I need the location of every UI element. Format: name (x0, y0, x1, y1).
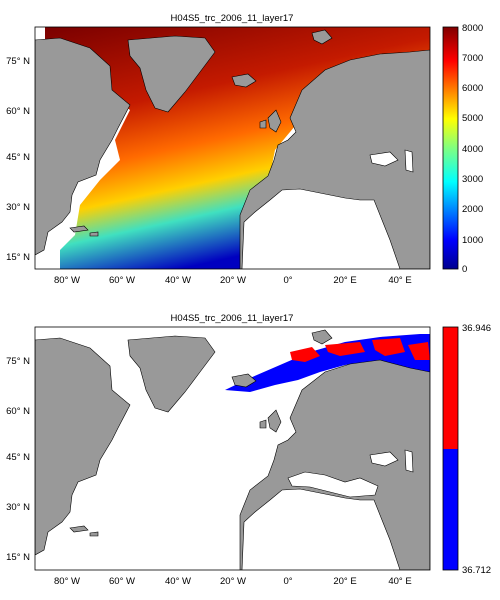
cbar-tick-4000: 4000 (462, 144, 483, 155)
lon-tick-labels: 80° W 60° W 40° W 20° W 0° 20° E 40° E (54, 275, 412, 286)
colorbar-low-class (443, 449, 458, 570)
lon-tick-20w: 20° W (220, 576, 246, 587)
lon-tick-60w: 60° W (109, 275, 135, 286)
class-high-region (290, 338, 430, 362)
lon-tick-40e: 40° E (388, 576, 411, 587)
panel-title: H04S5_trc_2006_11_layer17 (171, 13, 294, 24)
cbar-tick-1000: 1000 (462, 235, 483, 246)
panel-title: H04S5_trc_2006_11_layer17 (171, 313, 294, 324)
lon-tick-80w: 80° W (54, 275, 80, 286)
lat-tick-75n: 75° N (6, 356, 30, 367)
lon-tick-40e: 40° E (388, 275, 411, 286)
map-area (35, 27, 430, 269)
land (35, 329, 430, 570)
lat-tick-60n: 60° N (6, 406, 30, 417)
colorbar-frame (442, 326, 459, 571)
cbar-tick-8000: 8000 (462, 23, 483, 34)
cbar-tick-3000: 3000 (462, 174, 483, 185)
land (35, 29, 430, 269)
lat-tick-15n: 15° N (6, 252, 30, 263)
colorbar-top: 8000 7000 6000 5000 4000 3000 2000 1000 … (442, 23, 483, 275)
lat-tick-30n: 30° N (6, 202, 30, 213)
lon-tick-0: 0° (283, 275, 292, 286)
lat-tick-45n: 45° N (6, 452, 30, 463)
lat-tick-15n: 15° N (6, 552, 30, 563)
cbar-tick-6000: 6000 (462, 83, 483, 94)
map-area (35, 327, 430, 570)
colorbar-gradient (442, 26, 459, 270)
cbar-tick-2000: 2000 (462, 204, 483, 215)
lat-tick-45n: 45° N (6, 152, 30, 163)
lon-tick-40w: 40° W (165, 275, 191, 286)
cbar-tick-high: 36.946 (462, 323, 491, 334)
lon-tick-20w: 20° W (220, 275, 246, 286)
lon-tick-labels: 80° W 60° W 40° W 20° W 0° 20° E 40° E (54, 576, 412, 587)
lat-tick-30n: 30° N (6, 502, 30, 513)
lat-tick-labels: 75° N 60° N 45° N 30° N 15° N (6, 56, 30, 263)
cbar-tick-5000: 5000 (462, 113, 483, 124)
lon-tick-60w: 60° W (109, 576, 135, 587)
map-panel-bottom: H04S5_trc_2006_11_layer17 (6, 313, 491, 587)
lat-tick-75n: 75° N (6, 56, 30, 67)
lon-tick-20e: 20° E (333, 576, 356, 587)
lon-tick-80w: 80° W (54, 576, 80, 587)
cbar-tick-0: 0 (462, 264, 467, 275)
lon-tick-0: 0° (283, 576, 292, 587)
map-frame (34, 26, 431, 270)
cbar-tick-low: 36.712 (462, 565, 491, 576)
lat-tick-60n: 60° N (6, 106, 30, 117)
colorbar-high-class (443, 327, 458, 449)
lat-tick-labels: 75° N 60° N 45° N 30° N 15° N (6, 356, 30, 563)
lon-tick-20e: 20° E (333, 275, 356, 286)
lon-tick-40w: 40° W (165, 576, 191, 587)
map-frame (34, 326, 431, 571)
cbar-tick-7000: 7000 (462, 53, 483, 64)
colorbar-bottom: 36.946 36.712 (442, 323, 491, 576)
map-panel-top: H04S5_trc_2006_11_layer17 (6, 13, 483, 286)
